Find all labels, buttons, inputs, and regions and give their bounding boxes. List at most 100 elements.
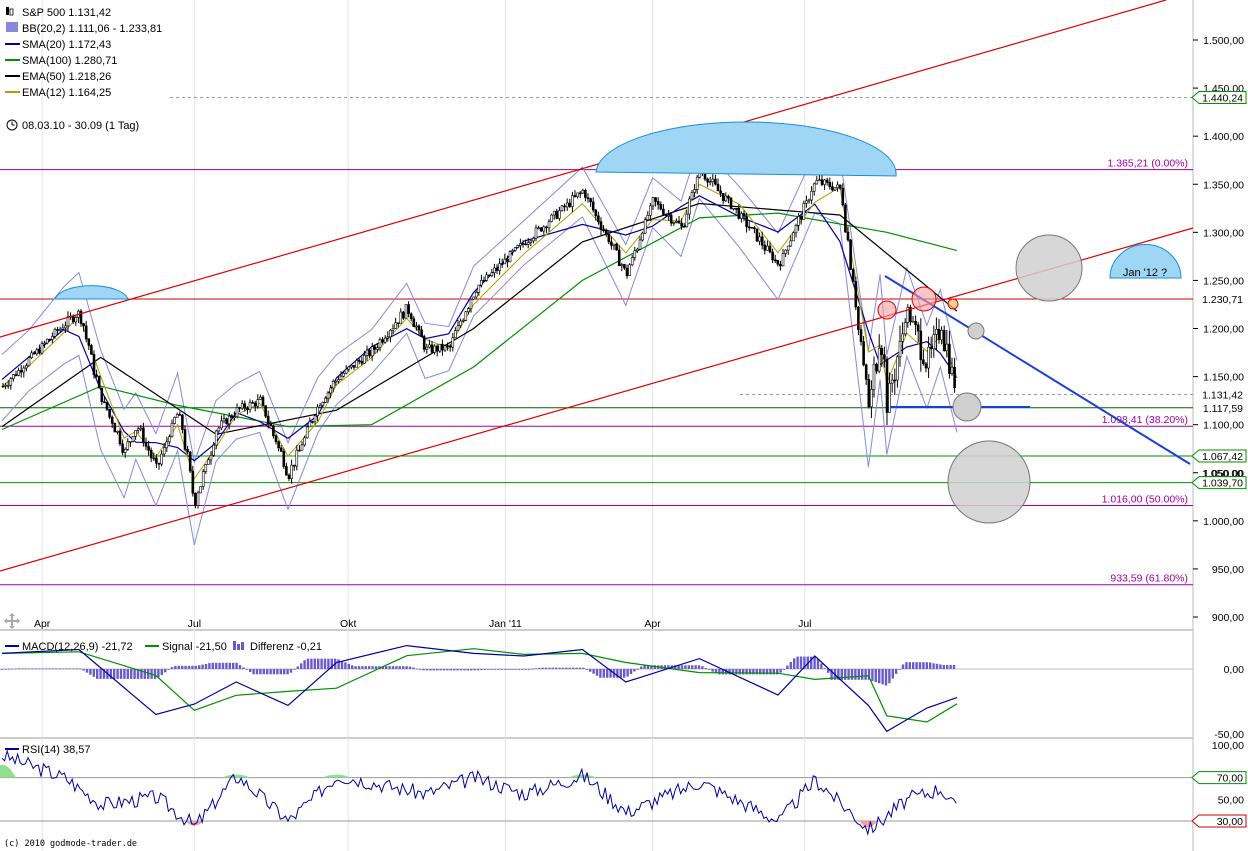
macd-histogram-bar [293, 669, 296, 670]
macd-histogram-bar [439, 669, 442, 671]
candle-body [890, 379, 894, 384]
macd-histogram-bar [262, 669, 265, 675]
candle-body [617, 249, 621, 266]
candle [513, 246, 517, 252]
macd-histogram-bar [266, 669, 269, 675]
candle-body [651, 197, 655, 207]
macd-histogram-bar [731, 669, 735, 675]
candle [573, 190, 577, 198]
macd-histogram-bar [34, 668, 38, 670]
macd-histogram-bar [187, 665, 191, 669]
x-tick-label: Apr [34, 618, 51, 630]
macd-histogram-bar [531, 668, 534, 670]
candle [623, 263, 626, 270]
candle-body [139, 427, 143, 430]
candle [58, 326, 62, 333]
candle [266, 410, 270, 429]
macd-histogram-bar [677, 665, 680, 669]
candle-body [599, 221, 603, 231]
candle-body [560, 205, 564, 211]
candle [451, 332, 455, 352]
candle [155, 454, 158, 469]
candle [563, 203, 566, 212]
candle-body [378, 339, 382, 348]
candle-body [758, 236, 761, 242]
candle-body [760, 236, 764, 246]
candle [802, 200, 806, 220]
y-tick-label: 1.400,00 [1203, 131, 1244, 143]
candle-body [537, 227, 540, 230]
macd-histogram-bar [589, 669, 592, 672]
candle [272, 424, 275, 439]
macd-histogram-bar [99, 669, 102, 679]
candle-body [1, 385, 5, 388]
candle-body [212, 444, 215, 456]
macd-histogram-bar [116, 669, 119, 679]
candle-body [274, 435, 278, 442]
macd-histogram-bar [867, 669, 871, 680]
price-tag: 1.440,24 [1191, 90, 1247, 104]
candle [875, 362, 878, 375]
candle [667, 209, 670, 221]
candle-body [266, 415, 270, 425]
candle-body [802, 203, 806, 220]
macd-histogram-bar [497, 669, 500, 670]
candle [350, 365, 353, 370]
candle [547, 219, 551, 232]
move-icon[interactable] [4, 613, 20, 629]
candle-body [339, 375, 343, 380]
candle-body [714, 178, 717, 185]
candle-body [220, 420, 223, 429]
macd-histogram-bar [279, 669, 282, 675]
candle [576, 192, 579, 199]
candle-body [745, 216, 748, 228]
candle [243, 400, 247, 412]
candle-body [311, 421, 314, 423]
macd-histogram-bar [208, 663, 211, 669]
macd-histogram-bar [82, 669, 85, 671]
candle-body [51, 336, 54, 340]
candle-body [649, 205, 652, 216]
candle [820, 175, 824, 187]
macd-histogram-bar [538, 667, 541, 669]
macd-histogram-bar [402, 666, 405, 669]
macd-histogram-bar [371, 666, 374, 669]
candle [940, 326, 943, 345]
candle [649, 203, 652, 221]
candle [368, 348, 371, 359]
bollinger-upper [1, 142, 958, 464]
candle [207, 457, 210, 465]
candle-body [948, 343, 951, 374]
candle [282, 448, 286, 470]
x-tick-label: Okt [340, 618, 356, 630]
macd-histogram-bar [466, 669, 469, 671]
candle [654, 197, 657, 207]
macd-histogram-bar [201, 664, 204, 669]
candle [430, 340, 434, 354]
candle [103, 396, 106, 404]
candle-body [209, 454, 213, 461]
candle [253, 400, 257, 412]
candle-body [846, 231, 850, 241]
target-circle [947, 440, 1031, 524]
candle-body [779, 263, 782, 267]
macd-histogram-bar [687, 665, 690, 669]
legend-label: EMA(50) 1.218,26 [22, 71, 111, 83]
macd-histogram-bar [650, 665, 653, 669]
macd-legend-item: Signal -21,50 [145, 641, 227, 653]
candle-body [357, 360, 361, 362]
candle [22, 365, 26, 378]
candle [560, 204, 564, 212]
candle-body [97, 376, 101, 389]
candle [196, 490, 200, 509]
candle [381, 336, 384, 345]
macd-histogram-bar [463, 669, 466, 671]
candle [433, 344, 436, 355]
macd-histogram-bar [357, 666, 361, 669]
macd-histogram-bar [306, 658, 310, 669]
macd-histogram-bar [551, 667, 554, 669]
target-circle [952, 392, 982, 422]
candle [893, 368, 897, 396]
candle [251, 400, 254, 404]
